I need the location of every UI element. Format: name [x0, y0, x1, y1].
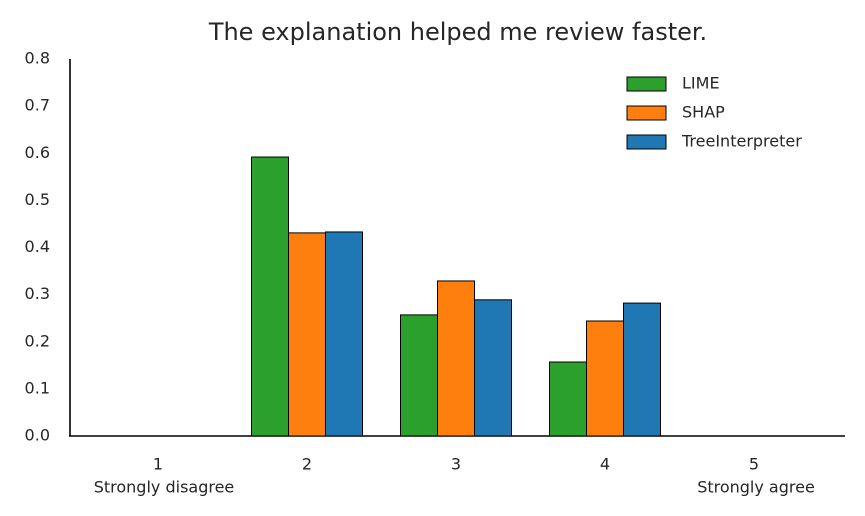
- y-tick-label: 0.3: [25, 284, 50, 303]
- legend-label: LIME: [682, 74, 720, 93]
- bar: [325, 231, 363, 437]
- bar: [586, 320, 624, 437]
- bar: [288, 232, 326, 437]
- bar: [437, 280, 475, 437]
- legend-swatch: [626, 105, 667, 121]
- bar: [549, 361, 587, 437]
- y-tick-label: 0.5: [25, 190, 50, 209]
- legend-label: TreeInterpreter: [681, 132, 802, 151]
- y-tick-label: 0.0: [25, 426, 50, 445]
- bar: [474, 299, 512, 437]
- x-tick-label: 5: [749, 455, 759, 474]
- chart-title: The explanation helped me review faster.: [208, 18, 707, 46]
- bar: [251, 156, 289, 437]
- x-tick-label: 4: [600, 455, 610, 474]
- legend-swatch: [626, 76, 667, 92]
- y-tick-label: 0.8: [25, 49, 50, 68]
- y-tick-label: 0.2: [25, 331, 50, 350]
- y-tick-label: 0.1: [25, 378, 50, 397]
- legend-label: SHAP: [682, 103, 725, 122]
- legend-swatch: [626, 134, 667, 150]
- y-tick-label: 0.6: [25, 143, 50, 162]
- x-tick-sublabel: Strongly agree: [697, 478, 815, 497]
- y-tick-label: 0.4: [25, 237, 50, 256]
- y-tick-label: 0.7: [25, 96, 50, 115]
- x-tick-sublabel: Strongly disagree: [94, 478, 235, 497]
- bar: [623, 302, 661, 437]
- x-tick-label: 3: [451, 455, 461, 474]
- x-tick-label: 1: [153, 455, 163, 474]
- bar: [400, 314, 438, 437]
- x-tick-label: 2: [302, 455, 312, 474]
